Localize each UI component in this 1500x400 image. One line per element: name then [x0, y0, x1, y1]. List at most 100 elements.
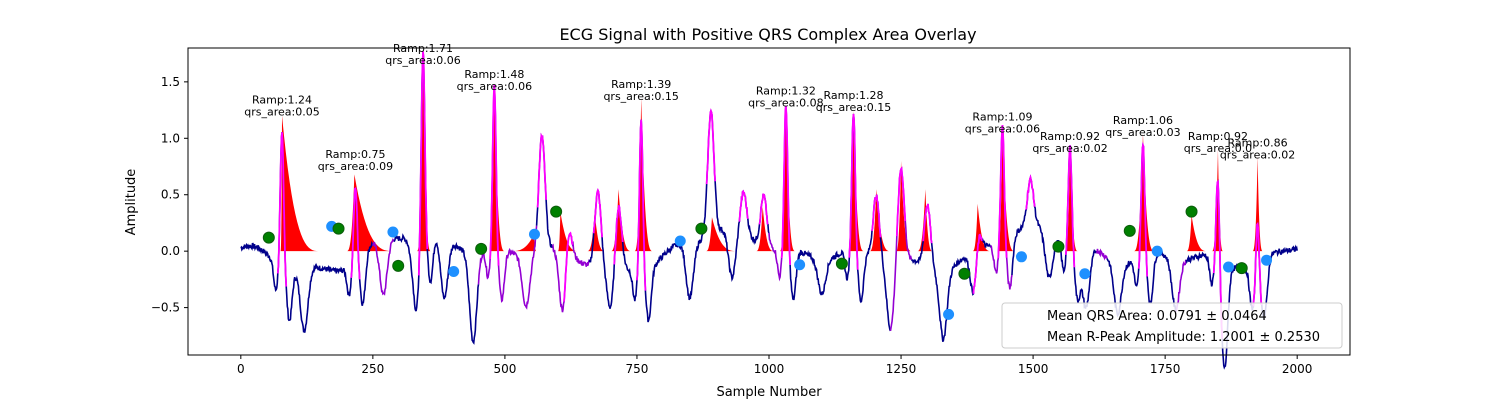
- r-peak-spike: [1064, 145, 1076, 268]
- r-peak-spike: [895, 166, 907, 237]
- qrs-onset-marker: [332, 222, 345, 235]
- qrs-area-fill: [1211, 149, 1224, 252]
- x-tick-label: 750: [626, 362, 649, 376]
- r-peak-spike: [1252, 221, 1263, 307]
- legend-entry-qrs-area: Mean QRS Area: 0.0791 ± 0.0464: [1047, 309, 1267, 324]
- y-axis: −0.5 0.0 0.5 1.0 1.5: [151, 75, 188, 315]
- qrs-area-fill: [586, 211, 606, 252]
- x-tick-label: 250: [361, 362, 384, 376]
- x-tick-label: 1750: [1150, 362, 1181, 376]
- qrs-area-fill: [1252, 156, 1263, 252]
- r-peak-spike: [972, 233, 983, 294]
- r-amplitude-label: Ramp:1.48: [464, 68, 524, 81]
- y-axis-label: Amplitude: [124, 169, 139, 236]
- qrs-offset-marker: [1151, 245, 1163, 257]
- r-amplitude-label: Ramp:1.06: [1113, 114, 1173, 127]
- r-peak-spike: [489, 84, 500, 266]
- qrs-onset-marker: [835, 257, 848, 270]
- r-peak-spike: [738, 189, 749, 222]
- y-tick-label: 0.0: [161, 244, 180, 258]
- r-peak-spike: [592, 187, 603, 238]
- qrs-segment-line: [1095, 248, 1108, 261]
- qrs-onset-marker: [958, 267, 971, 280]
- r-peak-spike: [536, 132, 548, 208]
- baseline-signal-line: [240, 132, 374, 333]
- qrs-segment-line: [551, 231, 591, 313]
- x-tick-label: 1000: [754, 362, 785, 376]
- x-axis: 0 250 500 750 1000 1250 1500 1750 2000: [237, 355, 1312, 376]
- qrs-offset-marker: [794, 259, 806, 271]
- r-amplitude-label: Ramp:1.09: [972, 111, 1032, 124]
- r-peak-spike: [997, 125, 1008, 259]
- qrs-area-fill: [972, 203, 991, 252]
- qrs-offset-marker: [528, 228, 540, 240]
- x-tick-label: 2000: [1282, 362, 1313, 376]
- legend-entry-r-peak: Mean R-Peak Amplitude: 1.2001 ± 0.2530: [1047, 330, 1320, 345]
- r-peak-spike: [1137, 141, 1149, 277]
- qrs-onset-marker: [1235, 262, 1248, 275]
- x-axis-label: Sample Number: [716, 385, 822, 400]
- qrs-offset-marker: [674, 235, 686, 247]
- qrs-area-label: qrs_area:0.09: [318, 160, 393, 173]
- qrs-area-label: qrs_area:0.0: [1184, 142, 1252, 155]
- qrs-area-fill: [280, 115, 321, 252]
- y-tick-label: −0.5: [151, 301, 180, 315]
- qrs-onset-marker: [550, 205, 563, 218]
- qrs-area-fill: [705, 217, 738, 252]
- baseline-signal-line: [1011, 145, 1098, 309]
- qrs-offset-marker: [448, 265, 460, 277]
- legend-box: [1001, 302, 1343, 349]
- qrs-area-fill: [489, 87, 505, 252]
- peak-annotations: Ramp:1.24qrs_area:0.05Ramp:0.75qrs_area:…: [244, 42, 1295, 173]
- qrs-offset-marker: [1223, 261, 1235, 273]
- qrs-area-label: qrs_area:0.06: [457, 80, 532, 93]
- x-tick-label: 500: [493, 362, 516, 376]
- qrs-area-fill: [895, 160, 912, 252]
- qrs-area-fill: [755, 206, 775, 252]
- qrs-segment-line: [372, 238, 395, 296]
- qrs-onset-marker: [262, 231, 275, 244]
- chart-title: ECG Signal with Positive QRS Complex Are…: [559, 25, 976, 44]
- y-tick-label: 1.5: [161, 75, 180, 89]
- qrs-onset-marker: [475, 242, 488, 255]
- r-peak-spike: [871, 194, 882, 238]
- qrs-area-label: qrs_area:0.06: [965, 123, 1040, 136]
- qrs-area-label: qrs_area:0.15: [603, 90, 678, 103]
- qrs-area-fill: [510, 234, 537, 252]
- r-amplitude-label: Ramp:0.92: [1040, 130, 1100, 143]
- r-peak-spike: [417, 51, 429, 276]
- r-amplitude-label: Ramp:1.24: [252, 94, 312, 107]
- r-peak-spike: [636, 119, 647, 291]
- qrs-area-label: qrs_area:0.08: [748, 97, 823, 110]
- qrs-onset-marker: [695, 222, 708, 235]
- x-tick-label: 1250: [886, 362, 917, 376]
- qrs-area-fill: [416, 61, 431, 252]
- ecg-signal: [240, 51, 1298, 370]
- qrs-onset-marker: [392, 259, 405, 272]
- r-peak-spike: [1212, 179, 1224, 339]
- qrs-offset-marker: [943, 308, 955, 320]
- qrs-area-label: qrs_area:0.03: [1105, 126, 1180, 139]
- r-amplitude-label: Ramp:1.32: [756, 85, 816, 98]
- r-peak-spike: [350, 187, 361, 280]
- qrs-area-fill: [997, 131, 1015, 252]
- legend: Mean QRS Area: 0.0791 ± 0.0464 Mean R-Pe…: [1001, 302, 1343, 349]
- x-tick-label: 0: [237, 362, 245, 376]
- y-tick-label: 1.0: [161, 131, 180, 145]
- r-peak-spike: [276, 132, 288, 287]
- r-peak-spike: [758, 193, 769, 225]
- baseline-signal-line: [393, 51, 480, 345]
- qrs-segment-line: [477, 84, 538, 310]
- r-amplitude-label: Ramp:0.86: [1228, 137, 1288, 150]
- markers: [262, 205, 1273, 320]
- x-tick-label: 1500: [1018, 362, 1049, 376]
- r-peak-spike: [1025, 174, 1036, 210]
- r-peak-spike: [563, 231, 574, 302]
- baseline-signal-line: [588, 108, 770, 323]
- qrs-onset-marker: [1185, 205, 1198, 218]
- r-amplitude-label: Ramp:0.75: [325, 148, 385, 161]
- r-peak-spike: [780, 105, 792, 265]
- r-amplitude-label: Ramp:1.28: [823, 89, 883, 102]
- qrs-area-fill: [557, 211, 579, 252]
